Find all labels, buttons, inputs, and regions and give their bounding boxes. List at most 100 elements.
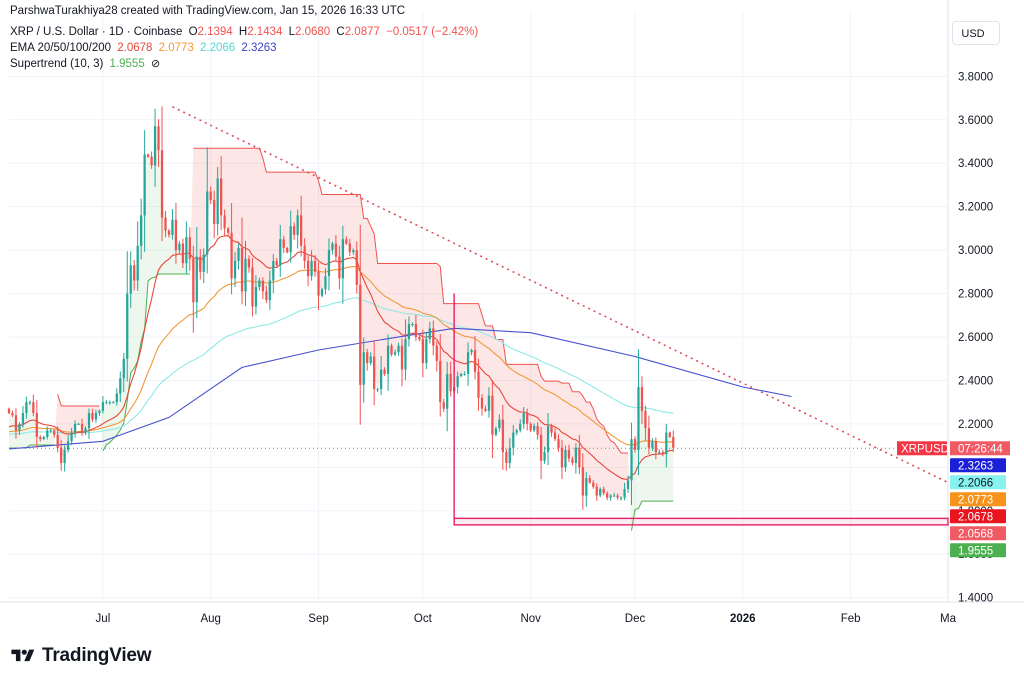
tradingview-logo-icon bbox=[11, 649, 35, 662]
ohlc-change: −0.0517 (−2.42%) bbox=[386, 26, 479, 38]
supertrend-fill bbox=[610, 440, 615, 497]
candle-body bbox=[185, 237, 188, 264]
candle-body bbox=[77, 423, 80, 425]
candle-body bbox=[376, 389, 379, 391]
support-zone-box[interactable] bbox=[453, 517, 949, 526]
time-tick-label: Ma bbox=[940, 613, 957, 625]
supertrend-fill bbox=[415, 263, 420, 339]
supertrend-fill bbox=[322, 194, 326, 293]
candle-body bbox=[268, 280, 271, 301]
supertrend-fill bbox=[530, 364, 535, 429]
supertrend-fill bbox=[655, 446, 660, 502]
ema-label: EMA 20/50/100/200 bbox=[10, 42, 112, 54]
candle-body bbox=[258, 280, 261, 288]
candle-body bbox=[153, 126, 157, 166]
supertrend-fill bbox=[332, 194, 336, 251]
candle-body bbox=[449, 373, 452, 392]
supertrend-fill bbox=[193, 148, 197, 281]
supertrend-fill bbox=[102, 402, 107, 451]
price-tick-label: 1.4000 bbox=[958, 593, 993, 605]
price-tick-label: 3.8000 bbox=[958, 71, 993, 83]
candle-body bbox=[202, 254, 205, 272]
ema-legend[interactable]: EMA 20/50/100/200 2.0678 2.0773 2.2066 2… bbox=[10, 41, 280, 55]
candle-body bbox=[404, 339, 407, 370]
price-badge-label: 2.0568 bbox=[958, 528, 993, 540]
supertrend-fill bbox=[196, 148, 201, 280]
supertrend-fill bbox=[255, 148, 260, 297]
candle-body bbox=[251, 267, 254, 307]
supertrend-fill bbox=[516, 364, 521, 432]
supertrend-fill bbox=[363, 218, 368, 369]
price-axis-badges: 2.3263 2.2066 2.0773 2.0678 2.0568 1.9555 XRPU… bbox=[897, 441, 1010, 558]
countdown-label: 07:26:44 bbox=[958, 443, 1003, 455]
candle-body bbox=[661, 452, 664, 455]
candle-body bbox=[595, 486, 598, 496]
candle-body bbox=[213, 200, 216, 225]
candle-body bbox=[164, 217, 167, 231]
candle-body bbox=[498, 419, 501, 429]
candle-body bbox=[282, 239, 285, 248]
supertrend-fill bbox=[589, 402, 594, 485]
candle-body bbox=[654, 441, 657, 453]
candle-body bbox=[341, 239, 344, 279]
supertrend-fill bbox=[582, 396, 587, 487]
logo-text: TradingView bbox=[42, 645, 152, 666]
symbol-legend: XRP / U.S. Dollar · 1D · Coinbase O2.139… bbox=[10, 25, 481, 39]
candle-body bbox=[658, 452, 661, 454]
candle-body bbox=[49, 430, 52, 432]
supertrend-fill bbox=[158, 138, 163, 274]
supertrend-fill bbox=[447, 303, 451, 392]
candle-body bbox=[244, 258, 247, 292]
candle-body bbox=[352, 250, 355, 253]
price-axis-labels: 1.40001.60001.80002.00002.20002.40002.60… bbox=[958, 71, 993, 604]
candle-body bbox=[254, 287, 258, 307]
candle-body bbox=[80, 423, 84, 433]
candle-body bbox=[136, 245, 139, 281]
candle-body bbox=[630, 439, 633, 481]
price-badge bbox=[950, 458, 1006, 473]
candle-body bbox=[150, 156, 153, 166]
candle-body bbox=[94, 413, 98, 420]
candle-body bbox=[181, 243, 185, 264]
ohlc-open: 2.1394 bbox=[197, 26, 233, 38]
candle-body bbox=[407, 323, 411, 340]
supertrend-fill bbox=[262, 157, 267, 296]
candle-body bbox=[178, 243, 181, 251]
candle-body bbox=[574, 447, 578, 463]
supertrend-fill bbox=[568, 383, 573, 461]
supertrend-fill bbox=[593, 408, 597, 492]
supertrend-fill bbox=[130, 272, 135, 373]
candle-body bbox=[105, 402, 108, 404]
candle-body bbox=[366, 352, 369, 364]
tradingview-logo[interactable]: TradingView bbox=[10, 643, 152, 669]
symbol-badge-label: XRPUSD bbox=[901, 443, 949, 455]
supertrend-fill bbox=[203, 148, 208, 264]
supertrend-fill bbox=[266, 172, 270, 296]
candle-body bbox=[122, 358, 125, 379]
visibility-off-icon[interactable]: ⊘ bbox=[150, 58, 161, 70]
candle-body bbox=[616, 495, 619, 498]
supertrend-fill bbox=[457, 303, 462, 382]
candle-body bbox=[560, 447, 564, 468]
candle-body bbox=[133, 265, 136, 281]
candle-body bbox=[463, 373, 466, 375]
candle-body bbox=[439, 360, 442, 403]
currency-button[interactable]: USD bbox=[952, 21, 1000, 45]
candle-body bbox=[286, 247, 289, 253]
supertrend-legend[interactable]: Supertrend (10, 3) 1.9555 ⊘ bbox=[10, 57, 163, 71]
price-badge-label: 1.9555 bbox=[958, 545, 993, 557]
supertrend-fill bbox=[148, 155, 152, 281]
supertrend-fill bbox=[245, 148, 249, 276]
supertrend-fill bbox=[586, 402, 590, 487]
candle-body bbox=[126, 293, 129, 359]
supertrend-fill bbox=[572, 391, 576, 461]
candle-body bbox=[588, 478, 591, 483]
supertrend-fill bbox=[224, 148, 229, 231]
ema50-line bbox=[8, 265, 674, 446]
candle-body bbox=[578, 447, 581, 468]
supertrend-line bbox=[57, 394, 100, 407]
candle-body bbox=[119, 378, 122, 394]
candle-body bbox=[331, 243, 334, 251]
